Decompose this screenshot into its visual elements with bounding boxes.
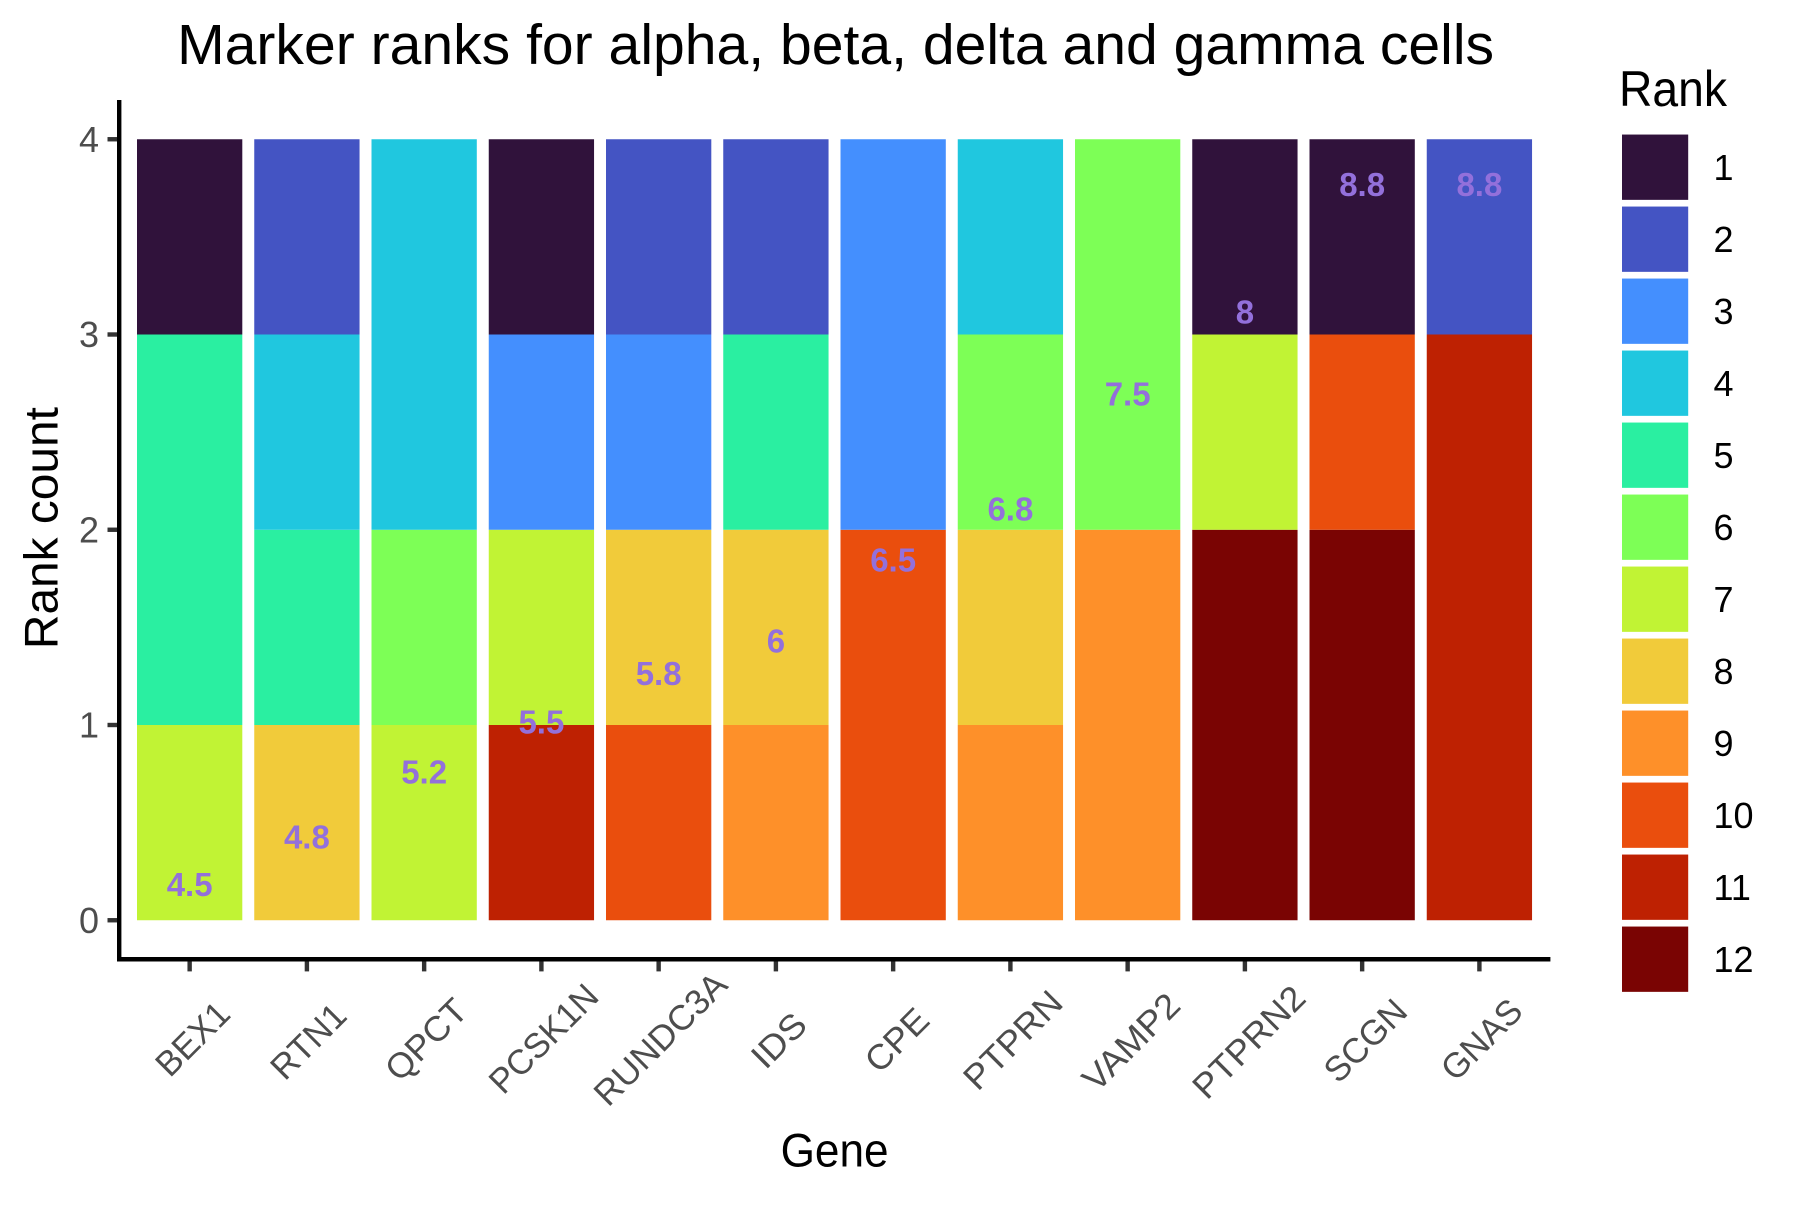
- svg-text:5.8: 5.8: [636, 655, 682, 692]
- svg-text:7: 7: [1714, 579, 1734, 620]
- svg-text:6.8: 6.8: [987, 491, 1033, 528]
- svg-text:Gene: Gene: [781, 1125, 889, 1178]
- svg-text:5.5: 5.5: [518, 703, 564, 740]
- svg-text:4: 4: [1714, 363, 1734, 404]
- svg-text:8.8: 8.8: [1339, 166, 1385, 203]
- svg-text:Rank count: Rank count: [15, 407, 68, 649]
- svg-text:4.5: 4.5: [167, 866, 213, 903]
- svg-text:2: 2: [1714, 219, 1734, 260]
- svg-text:6: 6: [767, 622, 785, 659]
- svg-text:4: 4: [79, 119, 99, 160]
- svg-text:3: 3: [79, 314, 99, 355]
- svg-text:6: 6: [1714, 507, 1734, 548]
- svg-text:0: 0: [79, 900, 99, 941]
- svg-text:8: 8: [1236, 294, 1254, 331]
- svg-text:Rank: Rank: [1619, 61, 1728, 117]
- svg-text:9: 9: [1714, 723, 1734, 764]
- svg-text:4.8: 4.8: [284, 819, 330, 856]
- svg-text:11: 11: [1714, 867, 1751, 908]
- svg-text:1: 1: [79, 705, 99, 746]
- svg-text:6.5: 6.5: [870, 542, 916, 579]
- svg-text:8: 8: [1714, 651, 1734, 692]
- svg-text:5: 5: [1714, 435, 1734, 476]
- svg-text:12: 12: [1714, 939, 1754, 980]
- svg-text:Marker ranks for alpha, beta,: Marker ranks for alpha, beta, delta and …: [177, 13, 1494, 77]
- svg-text:2: 2: [79, 509, 99, 550]
- svg-text:7.5: 7.5: [1105, 376, 1151, 413]
- svg-text:3: 3: [1714, 291, 1734, 332]
- svg-text:8.8: 8.8: [1456, 166, 1502, 203]
- svg-text:1: 1: [1714, 147, 1734, 188]
- svg-text:5.2: 5.2: [401, 754, 447, 791]
- svg-text:10: 10: [1714, 795, 1754, 836]
